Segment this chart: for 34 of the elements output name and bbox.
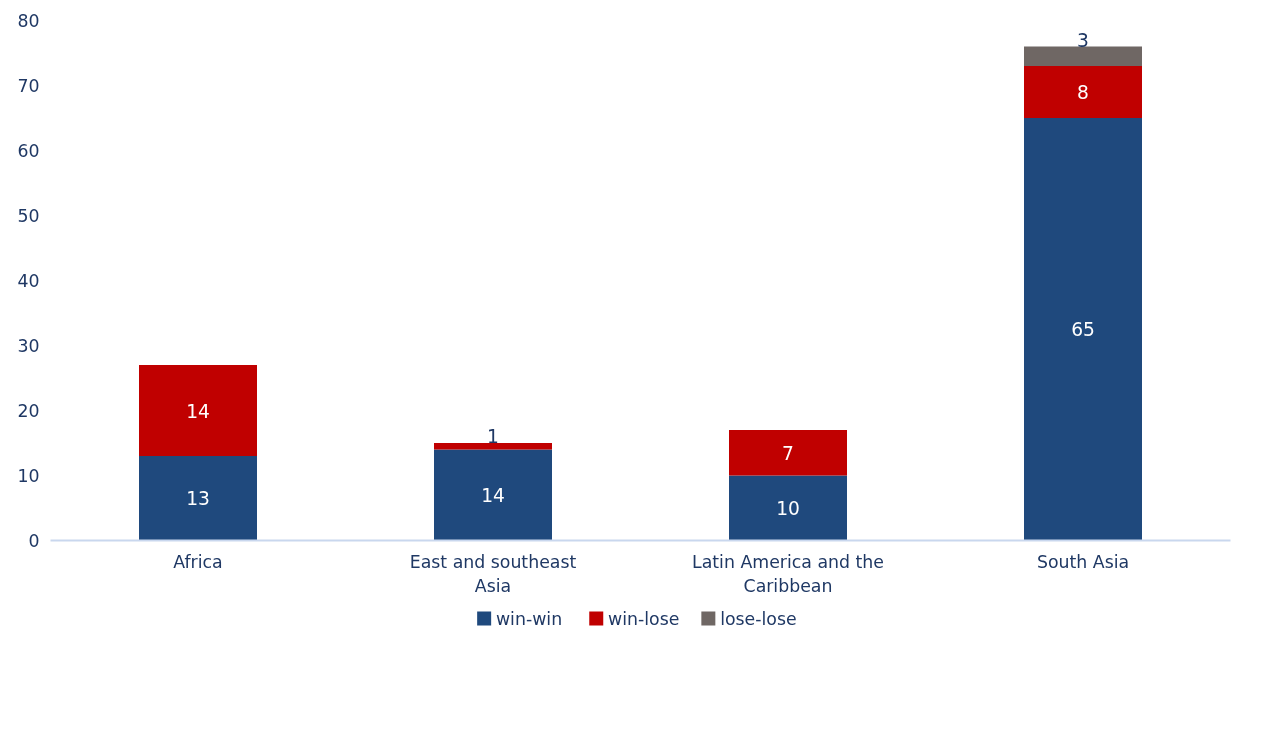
legend-label: lose-lose: [720, 608, 797, 629]
legend-label: win-lose: [608, 608, 680, 629]
y-tick-label: 30: [17, 336, 40, 356]
y-tick-label: 80: [17, 11, 40, 31]
x-tick-label: South Asia: [1036, 551, 1130, 572]
x-tick-label: East and southeast Asia: [409, 551, 577, 596]
data-label: 3: [1077, 29, 1089, 51]
data-label: 10: [776, 498, 800, 519]
y-tick-label: 0: [28, 531, 40, 551]
y-tick-label: 10: [17, 466, 40, 486]
bar: [434, 449, 552, 541]
bar: [729, 475, 847, 541]
data-label: 13: [186, 488, 210, 510]
bar: [139, 365, 257, 456]
bar: [1024, 46, 1142, 66]
data-label: 1: [487, 426, 499, 447]
y-tick-label: 20: [17, 401, 40, 421]
data-label: 8: [1077, 82, 1089, 103]
data-label: 14: [481, 485, 505, 506]
legend-label: win-win: [495, 608, 563, 629]
bar: [729, 430, 847, 476]
data-label: 14: [186, 400, 210, 422]
data-label: 7: [782, 442, 794, 464]
bar: [434, 443, 552, 450]
bar: [1024, 66, 1142, 118]
y-tick-label: 40: [17, 271, 40, 291]
y-tick-label: 50: [17, 206, 40, 226]
data-label: 65: [1071, 319, 1095, 341]
x-tick-label: Africa: [173, 551, 223, 572]
y-tick-label: 60: [17, 141, 40, 161]
bar: [1024, 118, 1142, 541]
x-tick-label: Latin America and the Caribbean: [692, 551, 884, 596]
y-tick-label: 70: [17, 76, 40, 96]
bar: [139, 456, 257, 541]
